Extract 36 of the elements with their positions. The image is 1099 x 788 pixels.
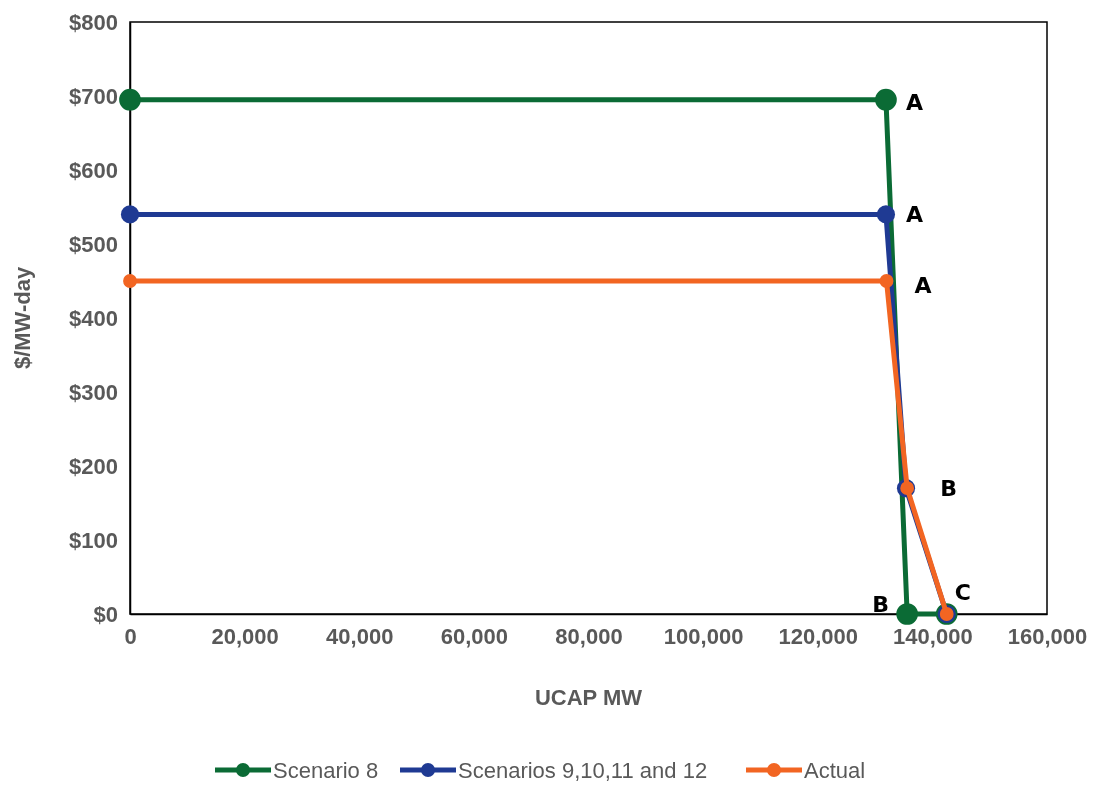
y-tick-label: $500 [69, 231, 118, 257]
y-tick-label: $0 [93, 601, 118, 627]
point [896, 603, 919, 625]
x-tick-label: 140,000 [893, 623, 973, 649]
legend-label: Scenario 8 [273, 758, 379, 783]
y-tick-label: $100 [69, 527, 118, 553]
y-tick-label: $400 [69, 305, 118, 331]
y-tick-label: $800 [69, 9, 118, 35]
annotation: B [940, 476, 957, 502]
y-tick-label: $300 [69, 379, 118, 405]
x-tick-label: 80,000 [555, 623, 623, 649]
x-tick-label: 100,000 [663, 623, 744, 649]
legend-label: Scenarios 9,10,11 and 12 [458, 758, 708, 783]
x-tick-label: 160,000 [1007, 623, 1088, 649]
annotation: A [914, 273, 932, 298]
legend-label: Actual [804, 758, 866, 783]
y-axis-title: $/MW-day [10, 266, 35, 370]
annotation: B [872, 592, 889, 617]
x-tick-label: 60,000 [440, 623, 509, 649]
point [123, 274, 137, 288]
x-tick-label: 40,000 [326, 623, 394, 649]
x-axis-title: UCAP MW [534, 685, 643, 710]
x-tick-label: 120,000 [778, 623, 859, 649]
y-tick-label: $600 [69, 157, 118, 183]
x-tick-label: 0 [124, 623, 137, 649]
x-tick-label: 20,000 [211, 623, 279, 649]
point [879, 274, 894, 288]
point [120, 205, 140, 224]
y-tick-label: $200 [69, 453, 118, 479]
y-tick-label: $700 [69, 83, 118, 109]
annotation: C [954, 580, 971, 605]
annotation: A [905, 89, 923, 115]
point [875, 88, 897, 111]
point [876, 205, 896, 224]
annotation: A [905, 202, 923, 228]
point [119, 88, 141, 111]
